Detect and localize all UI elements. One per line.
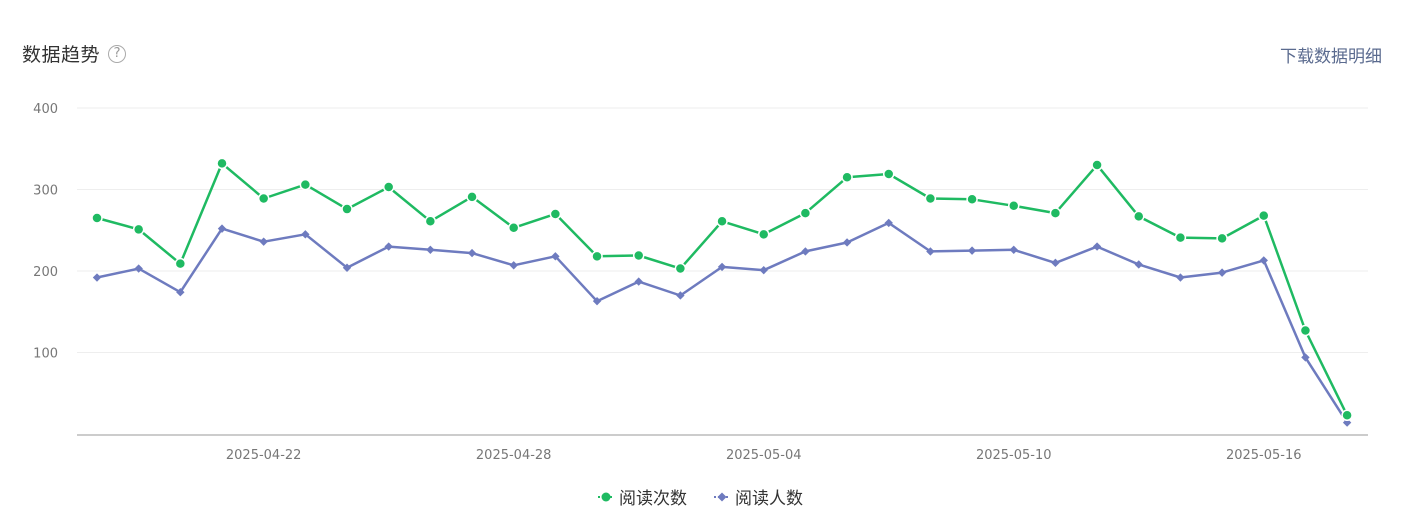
data-point-series-2 bbox=[509, 261, 518, 270]
page-title: 数据趋势 bbox=[22, 44, 101, 66]
data-point-series-2 bbox=[1134, 260, 1143, 269]
data-point-series-2 bbox=[967, 246, 977, 255]
x-tick-label: 2025-05-04 bbox=[726, 448, 802, 463]
data-point-series-2 bbox=[1176, 273, 1185, 282]
data-point-series-1 bbox=[674, 262, 687, 275]
legend-label-series-1: 阅读次数 bbox=[619, 489, 687, 509]
data-point-series-2 bbox=[134, 264, 143, 273]
data-point-series-2 bbox=[1092, 242, 1102, 251]
data-point-series-1 bbox=[1258, 209, 1270, 222]
data-point-series-2 bbox=[217, 224, 227, 233]
y-tick-label: 100 bbox=[33, 347, 58, 362]
data-point-series-1 bbox=[632, 249, 645, 262]
y-tick-label: 400 bbox=[33, 102, 58, 117]
data-point-series-2 bbox=[1009, 245, 1018, 255]
data-point-series-2 bbox=[92, 273, 102, 282]
download-data-details-link[interactable]: 下载数据明细 bbox=[1280, 47, 1382, 67]
series-line-1 bbox=[96, 162, 1349, 416]
data-point-series-1 bbox=[91, 212, 103, 224]
data-point-series-2 bbox=[592, 296, 602, 306]
data-point-series-2 bbox=[801, 247, 810, 256]
data-point-series-2 bbox=[1259, 256, 1268, 265]
legend-item-series-2[interactable]: 阅读人数 bbox=[713, 484, 803, 509]
data-point-series-2 bbox=[926, 247, 935, 256]
legend-item-series-1[interactable]: 阅读次数 bbox=[597, 484, 687, 509]
data-point-series-2 bbox=[301, 230, 310, 239]
data-point-series-1 bbox=[1216, 232, 1228, 245]
x-tick-label: 2025-04-22 bbox=[226, 448, 302, 463]
y-tick-label: 200 bbox=[33, 265, 58, 280]
data-point-series-2 bbox=[426, 245, 435, 255]
data-point-series-2 bbox=[551, 252, 560, 261]
legend-diamond-marker-icon bbox=[714, 492, 730, 501]
data-point-series-2 bbox=[1217, 268, 1227, 277]
data-point-series-2 bbox=[384, 242, 393, 251]
data-point-series-2 bbox=[759, 265, 768, 275]
data-point-series-2 bbox=[884, 218, 893, 228]
data-point-series-2 bbox=[717, 262, 727, 272]
data-point-series-1 bbox=[1133, 210, 1145, 223]
data-point-series-1 bbox=[1174, 231, 1187, 244]
data-point-series-1 bbox=[882, 168, 895, 180]
chart-header: 数据趋势 ? bbox=[22, 40, 127, 67]
data-point-series-1 bbox=[299, 178, 312, 191]
legend-circle-marker-icon bbox=[598, 492, 614, 501]
data-point-series-1 bbox=[757, 228, 770, 241]
data-point-series-2 bbox=[176, 287, 185, 297]
data-point-series-1 bbox=[341, 203, 353, 215]
data-point-series-1 bbox=[841, 171, 853, 184]
data-point-series-1 bbox=[466, 191, 478, 203]
data-point-series-1 bbox=[132, 223, 145, 236]
data-point-series-1 bbox=[257, 192, 270, 205]
series-line-2 bbox=[96, 221, 1349, 424]
data-point-series-1 bbox=[424, 215, 437, 228]
legend-label-series-2: 阅读人数 bbox=[735, 489, 803, 509]
help-question-icon[interactable]: ? bbox=[108, 44, 127, 63]
data-point-series-1 bbox=[507, 222, 520, 234]
data-point-series-2 bbox=[634, 277, 643, 286]
data-point-series-1 bbox=[1341, 409, 1353, 422]
data-point-series-1 bbox=[216, 157, 228, 170]
data-point-series-1 bbox=[1007, 200, 1020, 212]
data-point-series-2 bbox=[467, 248, 477, 258]
data-point-series-1 bbox=[1049, 207, 1062, 219]
data-point-series-1 bbox=[799, 207, 812, 219]
x-tick-label: 2025-05-16 bbox=[1226, 448, 1302, 463]
data-point-series-2 bbox=[342, 263, 352, 272]
data-point-series-2 bbox=[842, 238, 852, 247]
data-point-series-1 bbox=[382, 181, 395, 193]
data-point-series-2 bbox=[259, 237, 268, 246]
data-point-series-1 bbox=[966, 193, 978, 206]
line-chart: 100 200 300 400 2025-04-22 2025-04-28 2025-05-… bbox=[33, 102, 1368, 463]
y-tick-label: 300 bbox=[33, 184, 58, 199]
x-tick-label: 2025-04-28 bbox=[476, 448, 552, 463]
x-tick-label: 2025-05-10 bbox=[976, 448, 1052, 463]
data-point-series-1 bbox=[591, 250, 603, 263]
data-point-series-1 bbox=[1091, 159, 1103, 171]
data-point-series-1 bbox=[549, 208, 562, 220]
data-point-series-1 bbox=[1299, 324, 1312, 337]
data-point-series-2 bbox=[1301, 353, 1310, 362]
data-point-series-1 bbox=[174, 257, 187, 270]
data-point-series-1 bbox=[716, 215, 728, 228]
data-point-series-1 bbox=[924, 192, 937, 205]
chart-legend: 阅读次数 阅读人数 bbox=[0, 484, 1400, 509]
data-point-series-2 bbox=[676, 291, 685, 300]
data-point-series-2 bbox=[1051, 258, 1060, 268]
